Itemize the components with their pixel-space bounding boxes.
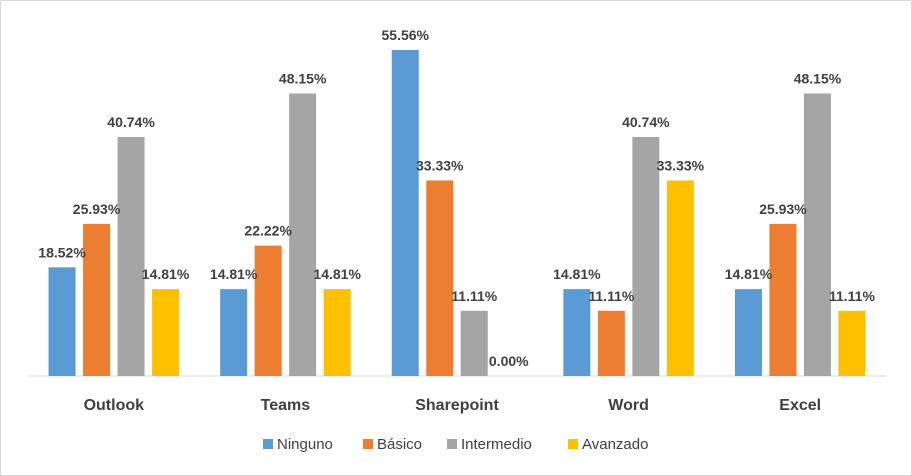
bar-word-intermedio: [632, 136, 660, 376]
bars-group: [48, 50, 866, 377]
legend-swatch-ninguno: [263, 439, 273, 449]
data-label-outlook-intermedio: 40.74%: [107, 114, 155, 130]
data-label-sharepoint-basico: 33.33%: [416, 157, 464, 173]
category-labels-group: Outlook Teams Sharepoint Word Excel: [84, 397, 822, 414]
data-label-outlook-basico: 25.93%: [73, 201, 121, 217]
bar-sharepoint-intermedio: [460, 310, 488, 376]
category-label-word: Word: [608, 397, 649, 414]
bar-word-avanzado: [666, 180, 694, 376]
data-labels-group: 18.52% 25.93% 40.74% 14.81% 14.81% 22.22% 48.1…: [38, 27, 875, 369]
data-label-word-intermedio: 40.74%: [622, 114, 670, 130]
data-label-excel-basico: 25.93%: [759, 201, 807, 217]
bar-teams-ninguno: [220, 289, 248, 376]
legend-label-ninguno: Ninguno: [277, 436, 333, 453]
legend-label-avanzado: Avanzado: [582, 436, 648, 453]
data-label-outlook-avanzado: 14.81%: [142, 266, 190, 282]
category-label-excel: Excel: [779, 397, 821, 414]
data-label-word-basico: 11.11%: [588, 288, 634, 304]
legend-swatch-intermedio: [447, 439, 457, 449]
data-label-teams-intermedio: 48.15%: [279, 70, 327, 86]
legend: Ninguno Básico Intermedio Avanzado: [263, 436, 648, 453]
bar-excel-basico: [769, 223, 797, 376]
data-label-word-ninguno: 14.81%: [553, 266, 601, 282]
bar-outlook-intermedio: [117, 136, 145, 376]
data-label-teams-basico: 22.22%: [244, 223, 292, 239]
category-label-teams: Teams: [261, 397, 311, 414]
data-label-sharepoint-ninguno: 55.56%: [382, 27, 430, 43]
legend-swatch-basico: [363, 439, 373, 449]
bar-outlook-basico: [83, 223, 111, 376]
bar-outlook-ninguno: [48, 267, 76, 376]
data-label-sharepoint-avanzado: 0.00%: [489, 353, 529, 369]
bar-excel-ninguno: [734, 289, 762, 376]
data-label-teams-avanzado: 14.81%: [313, 266, 361, 282]
bar-excel-avanzado: [838, 310, 866, 376]
legend-swatch-avanzado: [568, 439, 578, 449]
data-label-sharepoint-intermedio: 11.11%: [451, 288, 497, 304]
bar-teams-intermedio: [289, 93, 317, 377]
data-label-excel-ninguno: 14.81%: [725, 266, 773, 282]
bar-teams-avanzado: [323, 289, 351, 376]
data-label-word-avanzado: 33.33%: [657, 157, 705, 173]
data-label-outlook-ninguno: 18.52%: [38, 244, 86, 260]
bar-word-basico: [597, 310, 625, 376]
category-label-sharepoint: Sharepoint: [415, 397, 499, 414]
bar-outlook-avanzado: [152, 289, 180, 376]
legend-label-basico: Básico: [377, 436, 422, 453]
bar-word-ninguno: [563, 289, 591, 376]
data-label-excel-intermedio: 48.15%: [794, 70, 842, 86]
data-label-teams-ninguno: 14.81%: [210, 266, 258, 282]
bar-teams-basico: [254, 245, 282, 376]
bar-sharepoint-basico: [426, 180, 454, 376]
legend-label-intermedio: Intermedio: [461, 436, 532, 453]
category-label-outlook: Outlook: [84, 397, 145, 414]
bar-excel-intermedio: [803, 93, 831, 377]
data-label-excel-avanzado: 11.11%: [829, 288, 875, 304]
bar-sharepoint-ninguno: [391, 50, 419, 376]
